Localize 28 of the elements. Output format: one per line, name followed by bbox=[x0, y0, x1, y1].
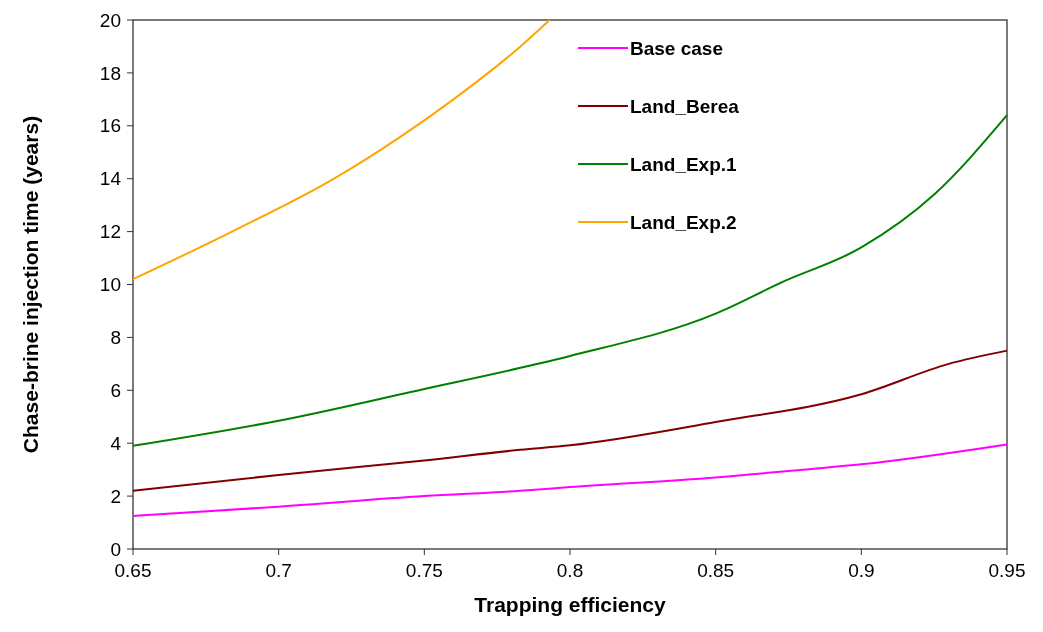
x-tick-label: 0.8 bbox=[556, 560, 584, 581]
x-tick-label: 0.75 bbox=[405, 560, 443, 581]
legend-label: Land_Exp.1 bbox=[630, 153, 738, 175]
y-tick-label: 20 bbox=[99, 9, 121, 31]
x-tick-label: 0.85 bbox=[697, 560, 735, 581]
y-axis-title: Chase-brine injection time (years) bbox=[19, 115, 42, 454]
x-tick-label: 0.95 bbox=[988, 560, 1026, 581]
y-tick-label: 4 bbox=[110, 432, 122, 454]
y-tick-label: 14 bbox=[99, 168, 122, 190]
x-tick-label: 0.65 bbox=[114, 560, 152, 581]
y-tick-label: 12 bbox=[99, 221, 121, 243]
x-axis-title: Trapping efficiency bbox=[474, 593, 666, 616]
legend-label: Land_Exp.2 bbox=[630, 211, 737, 233]
x-tick-label: 0.7 bbox=[265, 560, 292, 581]
line-series bbox=[132, 19, 551, 281]
line-series bbox=[132, 349, 1008, 492]
y-tick-label: 2 bbox=[110, 485, 121, 507]
legend-label: Base case bbox=[630, 37, 723, 59]
line-series bbox=[132, 114, 1008, 447]
x-tick-label: 0.9 bbox=[848, 560, 875, 581]
legend-label: Land_Berea bbox=[630, 95, 740, 117]
line-series bbox=[132, 443, 1008, 517]
y-tick-label: 18 bbox=[99, 62, 121, 84]
y-tick-label: 6 bbox=[110, 379, 121, 401]
y-tick-label: 10 bbox=[99, 274, 121, 296]
y-tick-label: 0 bbox=[110, 538, 121, 560]
y-tick-label: 16 bbox=[99, 115, 121, 137]
y-tick-label: 8 bbox=[110, 327, 121, 349]
